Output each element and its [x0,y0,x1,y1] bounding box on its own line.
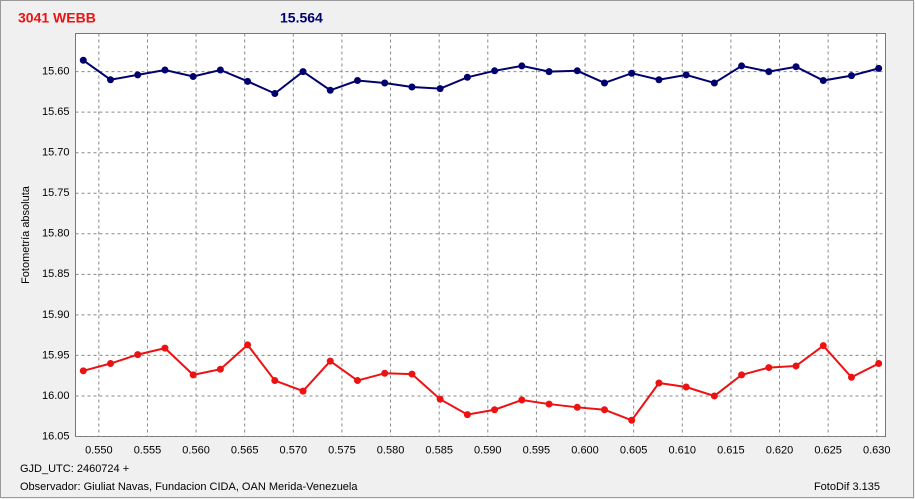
y-tick-label: 16.00 [42,390,70,402]
data-point [792,362,800,370]
x-tick-label: 0.570 [280,444,308,456]
data-point [545,68,553,76]
data-point [792,63,800,71]
y-tick-label: 15.75 [42,187,70,199]
data-point [628,416,636,424]
data-point [710,79,718,87]
y-tick-label: 15.80 [42,228,70,240]
data-point [765,364,773,372]
subtitle: 15.564 [280,10,323,26]
data-point [436,395,444,403]
y-tick-label: 15.70 [42,147,70,159]
data-point [216,365,224,373]
data-point [682,71,690,79]
plot-area [75,33,886,437]
y-tick-label: 15.95 [42,349,70,361]
data-point [875,360,883,368]
data-point [134,71,142,79]
data-point [738,371,746,379]
data-point [79,367,87,375]
data-point [545,400,553,408]
y-tick-label: 15.85 [42,268,70,280]
data-point [847,373,855,381]
data-point [161,66,169,74]
x-tick-label: 0.565 [231,444,259,456]
data-point [875,64,883,72]
title: 3041 WEBB [18,10,96,26]
y-axis-label: Fotometría absoluta [20,185,32,284]
x-tick-label: 0.550 [85,444,113,456]
data-point [463,411,471,419]
data-point [765,68,773,76]
data-point [408,370,416,378]
data-point [271,90,279,98]
data-point [819,77,827,85]
series-line [82,59,879,95]
data-point [299,68,307,76]
x-tick-label: 0.560 [182,444,210,456]
data-point [518,62,526,70]
data-point [491,406,499,414]
data-point [518,396,526,404]
data-point [299,387,307,395]
y-tick-label: 15.90 [42,309,70,321]
data-point [738,62,746,70]
data-point [244,341,252,349]
data-point [189,371,197,379]
x-tick-label: 0.630 [863,444,891,456]
version-note: FotoDif 3.135 [814,481,880,493]
gjd-note: GJD_UTC: 2460724 + [20,463,129,475]
data-point [682,383,690,391]
observer-note: Observador: Giuliat Navas, Fundacion CID… [20,481,358,493]
data-point [134,351,142,359]
x-tick-label: 0.610 [669,444,697,456]
data-point [189,72,197,80]
data-point [216,66,224,74]
data-point [573,403,581,411]
data-point [600,79,608,87]
x-tick-label: 0.625 [814,444,842,456]
data-point [710,392,718,400]
y-tick-label: 15.60 [42,66,70,78]
data-point [381,369,389,377]
x-tick-label: 0.585 [425,444,453,456]
data-point [161,344,169,352]
x-tick-label: 0.600 [571,444,599,456]
data-point [408,83,416,91]
data-point [271,377,279,385]
x-tick-label: 0.595 [523,444,551,456]
data-point [655,76,663,84]
data-point [381,79,389,87]
data-point [107,360,115,368]
data-point [244,77,252,85]
data-point [326,357,334,365]
data-point [436,85,444,93]
x-tick-label: 0.620 [766,444,794,456]
x-tick-label: 0.605 [620,444,648,456]
data-point [463,73,471,81]
y-tick-label: 16.05 [42,430,70,442]
data-point [79,56,87,64]
data-point [819,342,827,350]
data-point [353,77,361,85]
data-point [573,67,581,75]
data-point [326,86,334,94]
x-tick-label: 0.555 [134,444,162,456]
data-point [107,76,115,84]
data-point [600,406,608,414]
x-tick-label: 0.615 [717,444,745,456]
data-point [628,69,636,77]
x-tick-label: 0.575 [328,444,356,456]
x-tick-label: 0.590 [474,444,502,456]
x-tick-label: 0.580 [377,444,405,456]
data-point [353,377,361,385]
data-point [847,72,855,80]
y-tick-label: 15.65 [42,106,70,118]
data-point [655,379,663,387]
data-point [491,67,499,75]
series-line [83,343,880,422]
